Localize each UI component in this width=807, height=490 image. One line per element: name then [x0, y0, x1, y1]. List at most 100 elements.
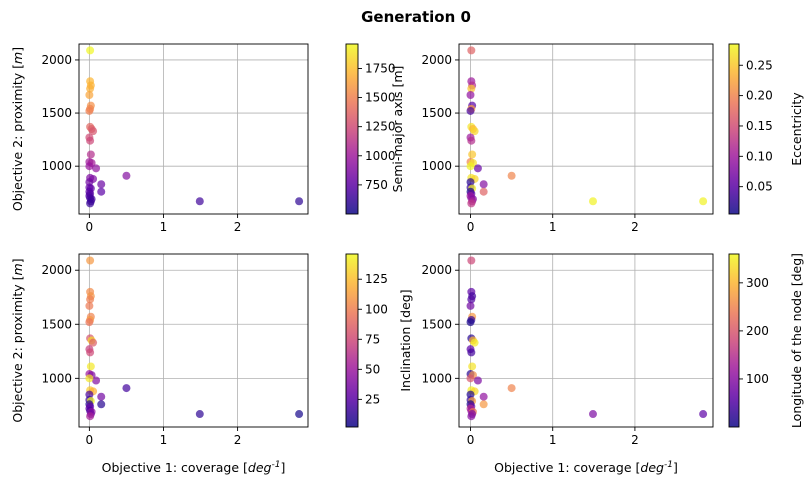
colorbar-label: Eccentricity — [789, 92, 804, 166]
data-point — [479, 180, 488, 189]
data-point — [473, 376, 482, 385]
figure-title: Generation 0 — [361, 8, 471, 26]
y-tick-label: 1000 — [421, 159, 452, 173]
colorbar-tick-label: 0.05 — [746, 180, 773, 194]
data-point — [86, 295, 95, 304]
y-tick-label: 1500 — [421, 106, 452, 120]
y-tick-label: 2000 — [41, 53, 72, 67]
colorbar — [345, 43, 359, 215]
data-point — [588, 410, 597, 419]
y-tick-label: 1000 — [41, 371, 72, 385]
axes-frame — [78, 43, 309, 215]
colorbar — [728, 253, 740, 428]
data-point — [85, 162, 94, 171]
data-point — [466, 318, 475, 327]
data-point — [85, 106, 94, 115]
colorbar-tick-label: 0.10 — [746, 149, 773, 163]
data-point — [473, 164, 482, 173]
x-tick-label: 2 — [234, 220, 242, 234]
y-tick-label: 2000 — [421, 263, 452, 277]
y-axis-label: Objective 2: proximity [m] — [10, 47, 25, 211]
data-point — [92, 164, 101, 173]
data-point — [467, 46, 476, 55]
y-tick-label: 1500 — [41, 106, 72, 120]
data-point — [467, 256, 476, 265]
axes-frame — [78, 253, 309, 428]
colorbar-tick-label: 75 — [365, 332, 380, 346]
panel-top-right: 0 1 2 1000 1500 2000 Semi-major axis [m] 0.05 0.… — [390, 43, 804, 234]
data-point — [86, 256, 95, 265]
colorbar-tick-label: 50 — [365, 362, 380, 376]
data-point — [466, 374, 475, 383]
y-tick-label: 1000 — [41, 159, 72, 173]
data-point — [97, 400, 106, 409]
y-tick-label: 1000 — [421, 371, 452, 385]
x-tick-label: 2 — [234, 433, 242, 447]
data-point — [97, 180, 106, 189]
data-point — [122, 171, 131, 180]
data-point — [89, 127, 98, 136]
data-point — [466, 91, 475, 99]
data-point — [468, 150, 477, 159]
panel-top-left: 0 1 2 1000 1500 2000 Objective 2: proximity [m… — [10, 43, 396, 234]
data-point — [86, 348, 95, 357]
x-tick-label: 1 — [549, 220, 557, 234]
colorbar-tick-label: 300 — [746, 276, 769, 290]
y-tick-label: 2000 — [421, 53, 452, 67]
data-point — [479, 400, 488, 409]
data-point — [467, 136, 476, 145]
x-tick-label: 0 — [467, 220, 475, 234]
x-tick-label: 0 — [467, 433, 475, 447]
data-point — [467, 84, 476, 93]
colorbar-tick-label: 100 — [746, 372, 769, 386]
y-tick-label: 1500 — [421, 317, 452, 331]
data-point — [97, 187, 106, 196]
x-tick-label: 2 — [631, 433, 639, 447]
data-point — [467, 348, 476, 357]
data-point — [86, 199, 95, 208]
colorbar-tick-label: 125 — [365, 272, 388, 286]
data-point — [588, 197, 597, 206]
data-point — [85, 318, 94, 327]
x-tick-label: 1 — [160, 433, 168, 447]
data-point — [295, 197, 304, 206]
x-tick-label: 2 — [631, 220, 639, 234]
y-axis-label: Objective 2: proximity [m] — [10, 258, 25, 422]
colorbar-tick-label: 0.15 — [746, 119, 773, 133]
colorbar-tick-label: 1750 — [365, 61, 396, 75]
data-point — [92, 376, 101, 385]
data-point — [699, 410, 708, 419]
x-tick-label: 1 — [160, 220, 168, 234]
colorbar-tick-label: 0.20 — [746, 89, 773, 103]
data-point — [467, 412, 476, 421]
data-point — [466, 301, 475, 310]
data-point — [86, 150, 95, 159]
x-tick-label: 1 — [549, 433, 557, 447]
colorbar-tick-label: 1250 — [365, 120, 396, 134]
data-point — [507, 171, 516, 180]
x-tick-label: 0 — [86, 433, 94, 447]
colorbar-tick-label: 25 — [365, 392, 380, 406]
data-point — [466, 162, 475, 171]
data-point — [507, 384, 516, 393]
data-point — [479, 187, 488, 196]
data-point — [86, 362, 95, 371]
colorbar-tick-label: 200 — [746, 324, 769, 338]
data-point — [86, 84, 95, 93]
colorbar — [728, 43, 740, 215]
colorbar-tick-label: 0.25 — [746, 58, 773, 72]
axes-frame — [458, 43, 714, 215]
y-tick-label: 2000 — [41, 263, 72, 277]
data-point — [699, 197, 708, 206]
colorbar-label: Inclination [deg] — [398, 289, 413, 391]
data-point — [468, 362, 477, 371]
data-point — [97, 392, 106, 401]
data-point — [479, 392, 488, 401]
y-axis-label: Semi-major axis [m] — [390, 66, 405, 193]
data-point — [89, 338, 98, 347]
x-tick-label: 0 — [86, 220, 94, 234]
data-point — [467, 295, 476, 304]
data-point — [85, 374, 94, 383]
data-point — [470, 127, 479, 136]
